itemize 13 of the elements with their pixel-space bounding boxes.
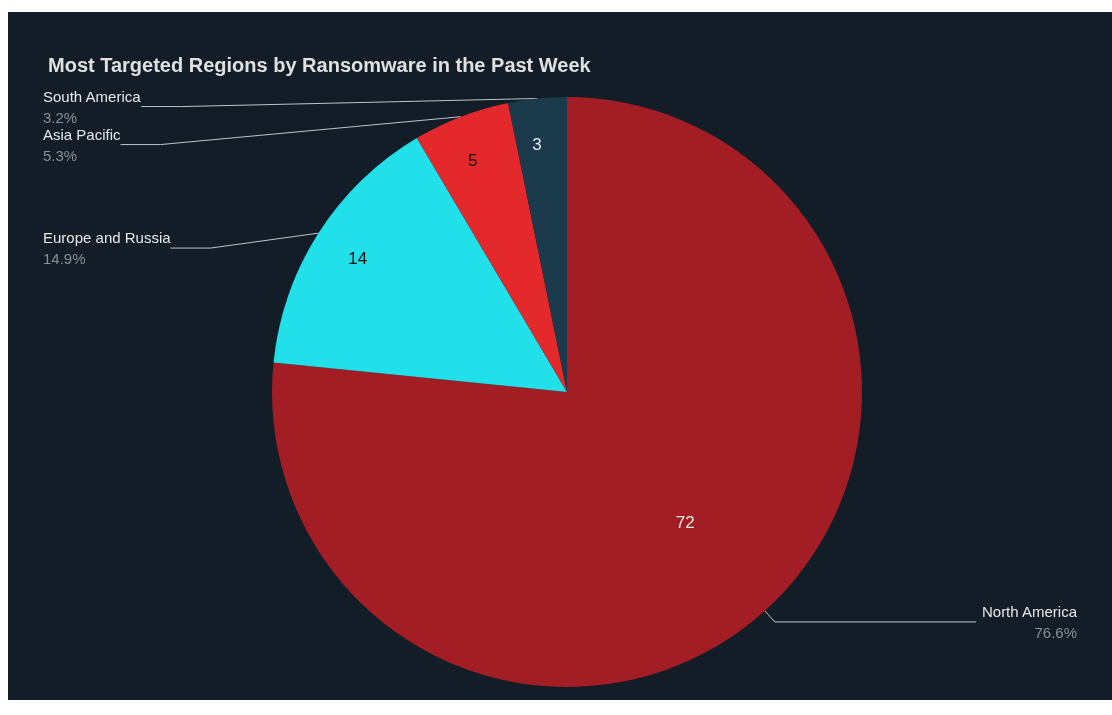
text: 72	[675, 513, 695, 533]
data-label: 76.6%	[1034, 624, 1077, 642]
chart-title: Most Targeted Regions by Ransomware in the Past Week	[48, 54, 592, 76]
text: 5	[467, 150, 478, 170]
slice-label: South America	[43, 87, 142, 105]
text: 3	[532, 135, 542, 155]
data-label: 14.9%	[43, 250, 86, 268]
slice-label: Europe and Russia	[43, 229, 172, 247]
data-label: 3.2%	[43, 108, 78, 126]
data-label: 5.3%	[43, 146, 78, 164]
slice-label: North America	[981, 603, 1078, 621]
text: 14	[348, 248, 368, 268]
slice-label: Asia Pacific	[43, 125, 122, 143]
